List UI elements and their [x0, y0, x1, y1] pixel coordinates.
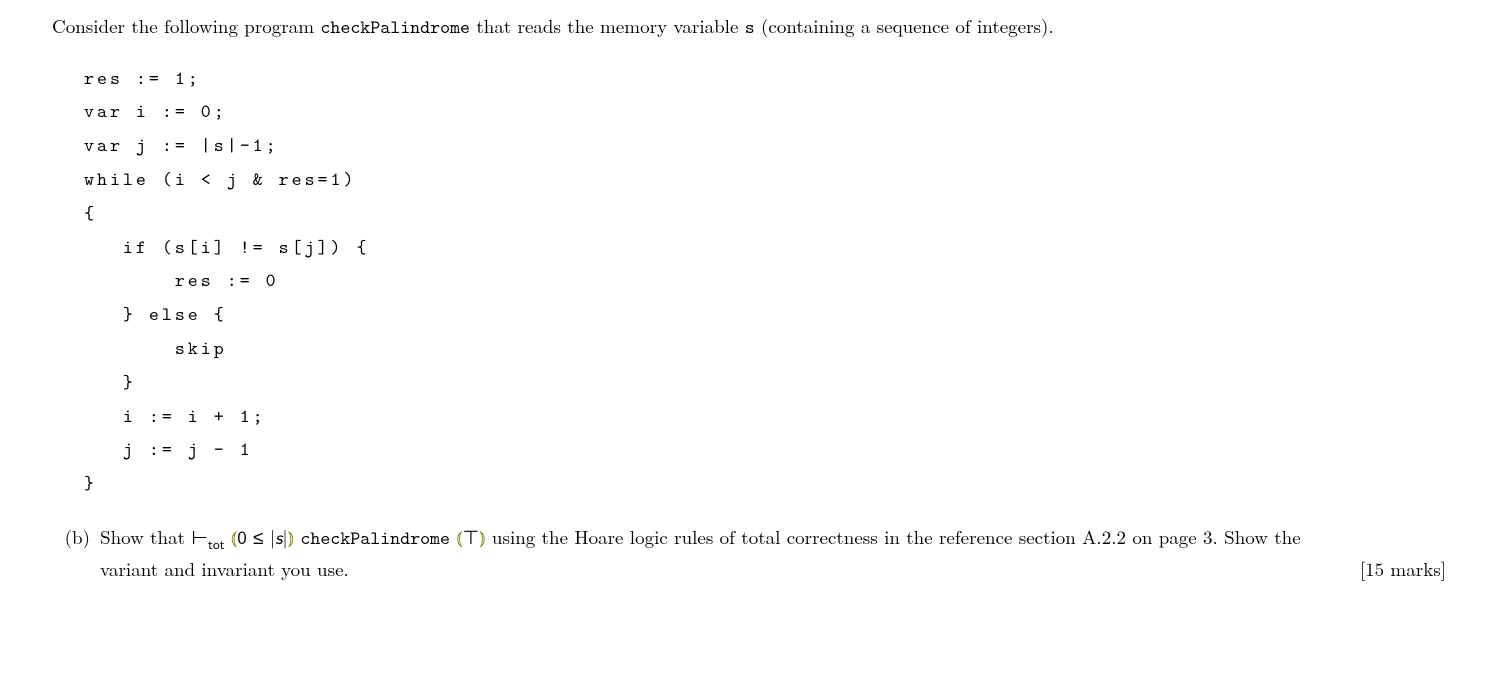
- intro-text-c: (containing a sequence of integers).: [755, 12, 1054, 39]
- marks-label: [15 marks]: [1360, 555, 1446, 583]
- question-body: Show that ⊢tot ⦅0 ≤ |s|⦆ checkPalindrome…: [100, 523, 1446, 582]
- q-lparen2: ⦅: [450, 523, 463, 550]
- intro-text-a: Consider the following program: [52, 12, 320, 39]
- q-lparen1: ⦅: [225, 523, 238, 550]
- code-listing: res := 1; var i := 0; var j := |s|-1; wh…: [84, 62, 1446, 502]
- q-prog: checkPalindrome: [300, 526, 450, 551]
- q-rparen2: ⦆: [479, 523, 492, 550]
- intro-prog: checkPalindrome: [320, 15, 470, 40]
- question-row: (b) Show that ⊢tot ⦅0 ≤ |s|⦆ checkPalind…: [52, 523, 1446, 582]
- q-rparen1: ⦆: [288, 523, 301, 550]
- question-label: (b): [52, 523, 100, 551]
- q-tot: tot: [208, 534, 225, 554]
- q-turnstile: ⊢: [191, 522, 208, 550]
- q-post: ⊤: [463, 522, 480, 550]
- q-text-1: Show that: [100, 523, 191, 550]
- intro-paragraph: Consider the following program checkPali…: [52, 12, 1446, 42]
- intro-var: s: [745, 15, 755, 40]
- q-pre-a: 0 ≤ |: [237, 522, 275, 550]
- intro-text-b: that reads the memory variable: [470, 12, 745, 39]
